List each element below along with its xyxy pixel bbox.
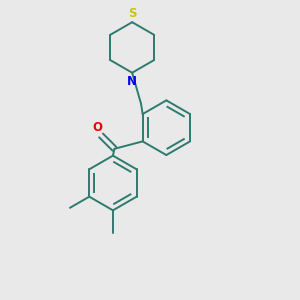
Text: O: O: [92, 121, 103, 134]
Text: N: N: [127, 75, 137, 88]
Text: S: S: [128, 7, 136, 20]
